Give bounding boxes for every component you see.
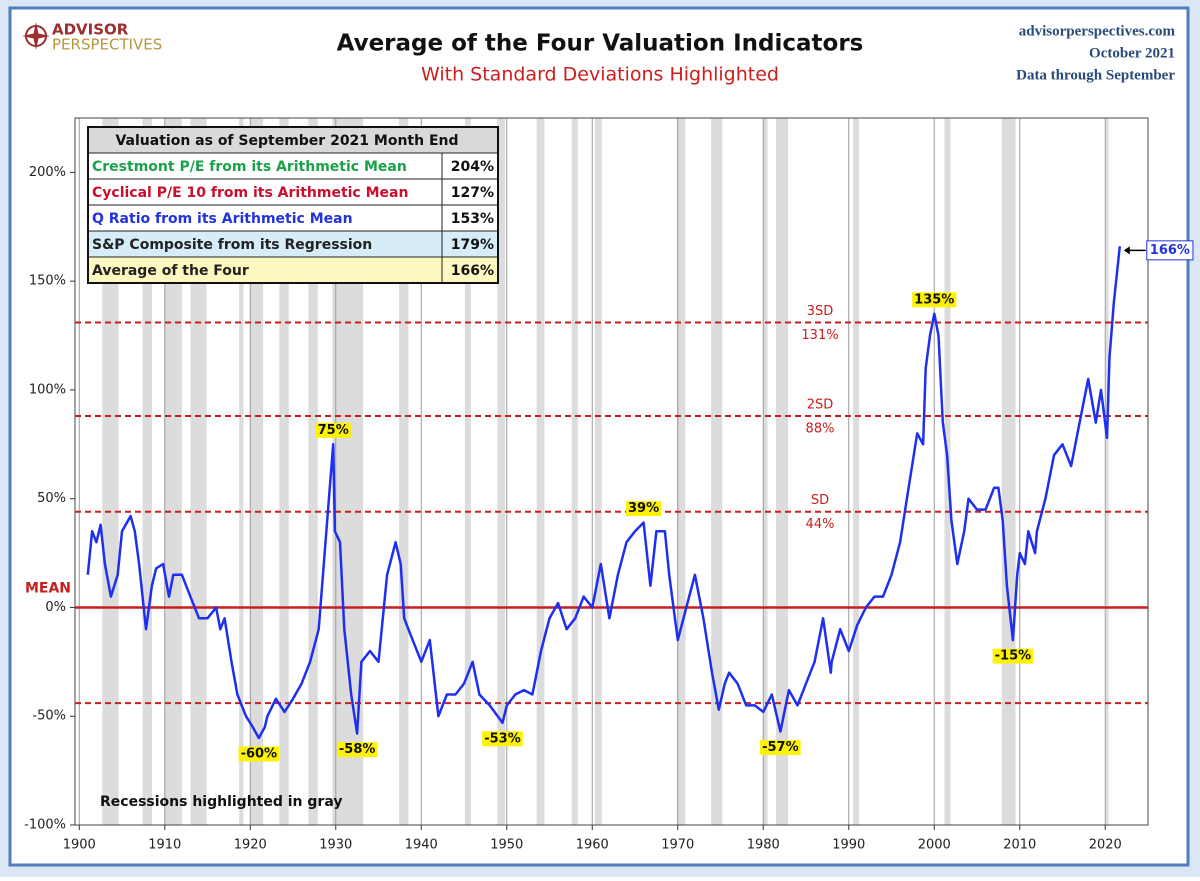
recession-band [776,118,789,825]
x-tick-label: 1990 [832,838,865,853]
annotation-bg [238,746,280,762]
annotation-bg [912,292,957,308]
chart-subtitle: With Standard Deviations Highlighted [421,64,779,86]
table-row-label: Cyclical P/E 10 from its Arithmetic Mean [92,185,408,201]
logo-top: ADVISOR [52,21,129,39]
annotation-bg [760,739,801,755]
table-row-label: Average of the Four [92,263,249,279]
table-row-value: 127% [451,185,494,201]
table-row-bg [87,178,443,206]
y-tick-label: 150% [29,274,66,289]
data-note: Data through September [1016,67,1175,83]
x-tick-label: 1970 [661,838,694,853]
recession-band [711,118,723,825]
annotation-label: -57% [762,740,799,755]
annotation-label: -58% [339,742,376,757]
annotation-label: -15% [995,649,1032,664]
logo-icon [22,22,50,50]
annotation-bg [992,648,1034,664]
x-tick-label: 1900 [63,838,96,853]
annotation-label: 166% [1150,243,1190,258]
date: October 2021 [1089,45,1175,61]
x-tick-label: 1930 [319,838,352,853]
table-value-bg [441,204,499,232]
recession-band [399,118,409,825]
table-row-value: 153% [451,211,494,227]
sd-label: SD [811,493,829,508]
x-tick-label: 2010 [1003,838,1036,853]
recession-band [142,118,152,825]
recession-note: Recessions highlighted in gray [100,794,342,810]
annotation-bg [336,742,378,758]
recession-band [497,118,506,825]
x-tick-label: 2020 [1089,838,1122,853]
x-tick-label: 1920 [234,838,267,853]
annotation-label: -60% [241,746,278,761]
table-row-label: Q Ratio from its Arithmetic Mean [92,211,353,227]
y-tick-label: 100% [29,382,66,397]
table-title: Valuation as of September 2021 Month End [115,133,458,149]
sd-value-label: 131% [801,328,838,343]
table-row-value: 179% [451,237,494,253]
site: advisorperspectives.com [1019,23,1176,39]
table-row-label: Crestmont P/E from its Arithmetic Mean [92,159,407,175]
recession-band [164,118,182,825]
sd-label: 3SD [807,304,834,319]
sd-value-label: 44% [806,517,835,532]
mean-label: MEAN [25,580,71,596]
table-row-label: S&P Composite from its Regression [92,237,372,253]
annotation-label: -53% [484,731,521,746]
annotation-label: 135% [914,292,954,307]
recession-band [464,118,471,825]
table-row-value: 166% [451,263,494,279]
annotation-arrowhead [1123,246,1130,255]
annotation-bg [315,422,351,438]
recession-band [102,118,119,825]
x-tick-label: 1950 [490,838,523,853]
recession-band [571,118,578,825]
annotation-bg [625,501,662,517]
recession-band [250,118,264,825]
recession-band [239,118,244,825]
table-row-value: 204% [451,159,494,175]
annotation-label: 75% [318,423,349,438]
y-tick-label: 200% [29,165,66,180]
recession-band [190,118,207,825]
recession-band [676,118,686,825]
x-tick-label: 1940 [405,838,438,853]
y-tick-label: -100% [24,818,66,833]
x-tick-label: 2000 [918,838,951,853]
recession-band [763,118,768,825]
sd-value-label: 88% [806,422,835,437]
annotation-bg [482,731,523,747]
recession-band [853,118,860,825]
table-border [87,126,499,284]
recession-band [308,118,318,825]
logo-bottom: PERSPECTIVES [52,36,162,54]
x-tick-label: 1960 [576,838,609,853]
series-line [86,246,1122,740]
annotation-label: 39% [628,501,659,516]
recession-band [594,118,602,825]
y-tick-label: 0% [45,600,66,615]
x-tick-label: 1980 [747,838,780,853]
recession-band [1001,118,1016,825]
recession-band [1106,118,1109,825]
y-tick-label: -50% [32,709,66,724]
recession-band [536,118,545,825]
table-value-bg [441,256,499,284]
table-row-bg [87,256,443,284]
recession-band [279,118,289,825]
annotation-box [1146,240,1194,261]
sd-label: 2SD [807,398,834,413]
table-value-bg [441,230,499,258]
plot-frame [74,117,1149,826]
y-tick-label: 50% [37,491,66,506]
chart-title: Average of the Four Valuation Indicators [337,31,864,57]
x-tick-label: 1910 [148,838,181,853]
